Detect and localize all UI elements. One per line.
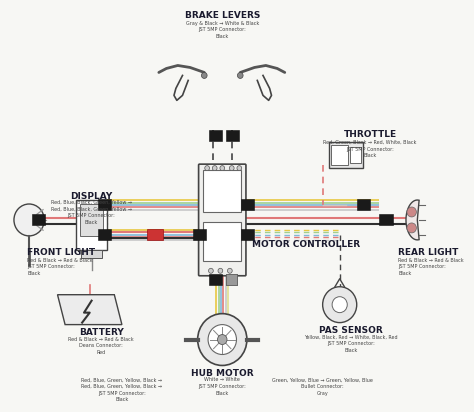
Circle shape bbox=[407, 223, 416, 233]
Circle shape bbox=[205, 166, 210, 171]
Text: MOTOR CONTROLLER: MOTOR CONTROLLER bbox=[252, 240, 360, 249]
Bar bbox=[331, 145, 348, 165]
Circle shape bbox=[407, 207, 416, 217]
Text: BATTERY: BATTERY bbox=[79, 328, 123, 337]
Bar bbox=[380, 214, 393, 225]
Circle shape bbox=[332, 297, 347, 313]
Bar bbox=[98, 199, 111, 210]
Text: REAR LIGHT: REAR LIGHT bbox=[399, 248, 459, 257]
Bar bbox=[203, 222, 241, 260]
Bar bbox=[226, 130, 239, 141]
Text: Red, Green, Black → Red, White, Black
JST 5MP Connector:
Black: Red, Green, Black → Red, White, Black JS… bbox=[323, 140, 417, 159]
Bar bbox=[350, 147, 362, 163]
Text: White → White
JST 5MP Connector:
Black: White → White JST 5MP Connector: Black bbox=[199, 377, 246, 396]
Text: Red, Blue, Green, Yellow, Black →
Red, Blue, Green, Yellow, Black →
JST 5MP Conn: Red, Blue, Green, Yellow, Black → Red, B… bbox=[82, 377, 163, 402]
Bar bbox=[226, 274, 237, 285]
Bar bbox=[98, 229, 111, 240]
Bar bbox=[209, 130, 222, 141]
Circle shape bbox=[14, 204, 44, 236]
Circle shape bbox=[198, 314, 247, 365]
Text: Red & Black → Red & Black
JST 5MP Connector:
Black: Red & Black → Red & Black JST 5MP Connec… bbox=[27, 258, 93, 276]
Text: THROTTLE: THROTTLE bbox=[344, 130, 397, 139]
Polygon shape bbox=[57, 295, 122, 325]
Bar bbox=[80, 204, 103, 236]
Polygon shape bbox=[406, 200, 419, 240]
Circle shape bbox=[201, 73, 207, 78]
Bar bbox=[357, 199, 370, 210]
Text: PAS SENSOR: PAS SENSOR bbox=[319, 325, 383, 335]
Text: FRONT LIGHT: FRONT LIGHT bbox=[27, 248, 95, 257]
FancyBboxPatch shape bbox=[199, 164, 246, 276]
Text: Red & Black → Red & Black
JST 5MP Connector:
Black: Red & Black → Red & Black JST 5MP Connec… bbox=[399, 258, 464, 276]
Bar bbox=[209, 274, 222, 285]
Text: Green, Yellow, Blue → Green, Yellow, Blue
Bullet Connector:
Gray: Green, Yellow, Blue → Green, Yellow, Blu… bbox=[272, 377, 373, 396]
Circle shape bbox=[212, 166, 217, 171]
Bar bbox=[32, 214, 45, 225]
Bar bbox=[226, 274, 237, 285]
Bar bbox=[329, 142, 364, 168]
Bar bbox=[203, 170, 241, 212]
Circle shape bbox=[220, 166, 225, 171]
Circle shape bbox=[209, 268, 213, 273]
Text: DISPLAY: DISPLAY bbox=[71, 192, 113, 201]
Circle shape bbox=[218, 335, 227, 344]
Text: Red & Black → Red & Black
Deans Connector:
Red: Red & Black → Red & Black Deans Connecto… bbox=[68, 337, 134, 355]
Bar bbox=[76, 200, 107, 250]
Bar bbox=[147, 229, 163, 240]
Bar bbox=[241, 199, 255, 210]
Circle shape bbox=[237, 166, 242, 171]
Circle shape bbox=[208, 325, 237, 354]
Bar bbox=[193, 229, 206, 240]
Circle shape bbox=[237, 73, 243, 78]
Circle shape bbox=[323, 287, 357, 323]
Text: BRAKE LEVERS: BRAKE LEVERS bbox=[184, 11, 260, 20]
Bar bbox=[81, 250, 102, 258]
Circle shape bbox=[229, 166, 234, 171]
Text: Yellow, Black, Red → White, Black, Red
JST 5MP Connector:
Black: Yellow, Black, Red → White, Black, Red J… bbox=[304, 335, 398, 353]
Text: Red, Blue, Black, Green, Yellow →
Red, Blue, Black, Green, Yellow →
JST 5MP Conn: Red, Blue, Black, Green, Yellow → Red, B… bbox=[51, 200, 132, 225]
Text: Gray & Black → White & Black
JST 5MP Connector:
Black: Gray & Black → White & Black JST 5MP Con… bbox=[186, 21, 259, 39]
Bar bbox=[241, 229, 255, 240]
Text: HUB MOTOR: HUB MOTOR bbox=[191, 370, 254, 379]
Circle shape bbox=[218, 268, 223, 273]
Circle shape bbox=[228, 268, 232, 273]
